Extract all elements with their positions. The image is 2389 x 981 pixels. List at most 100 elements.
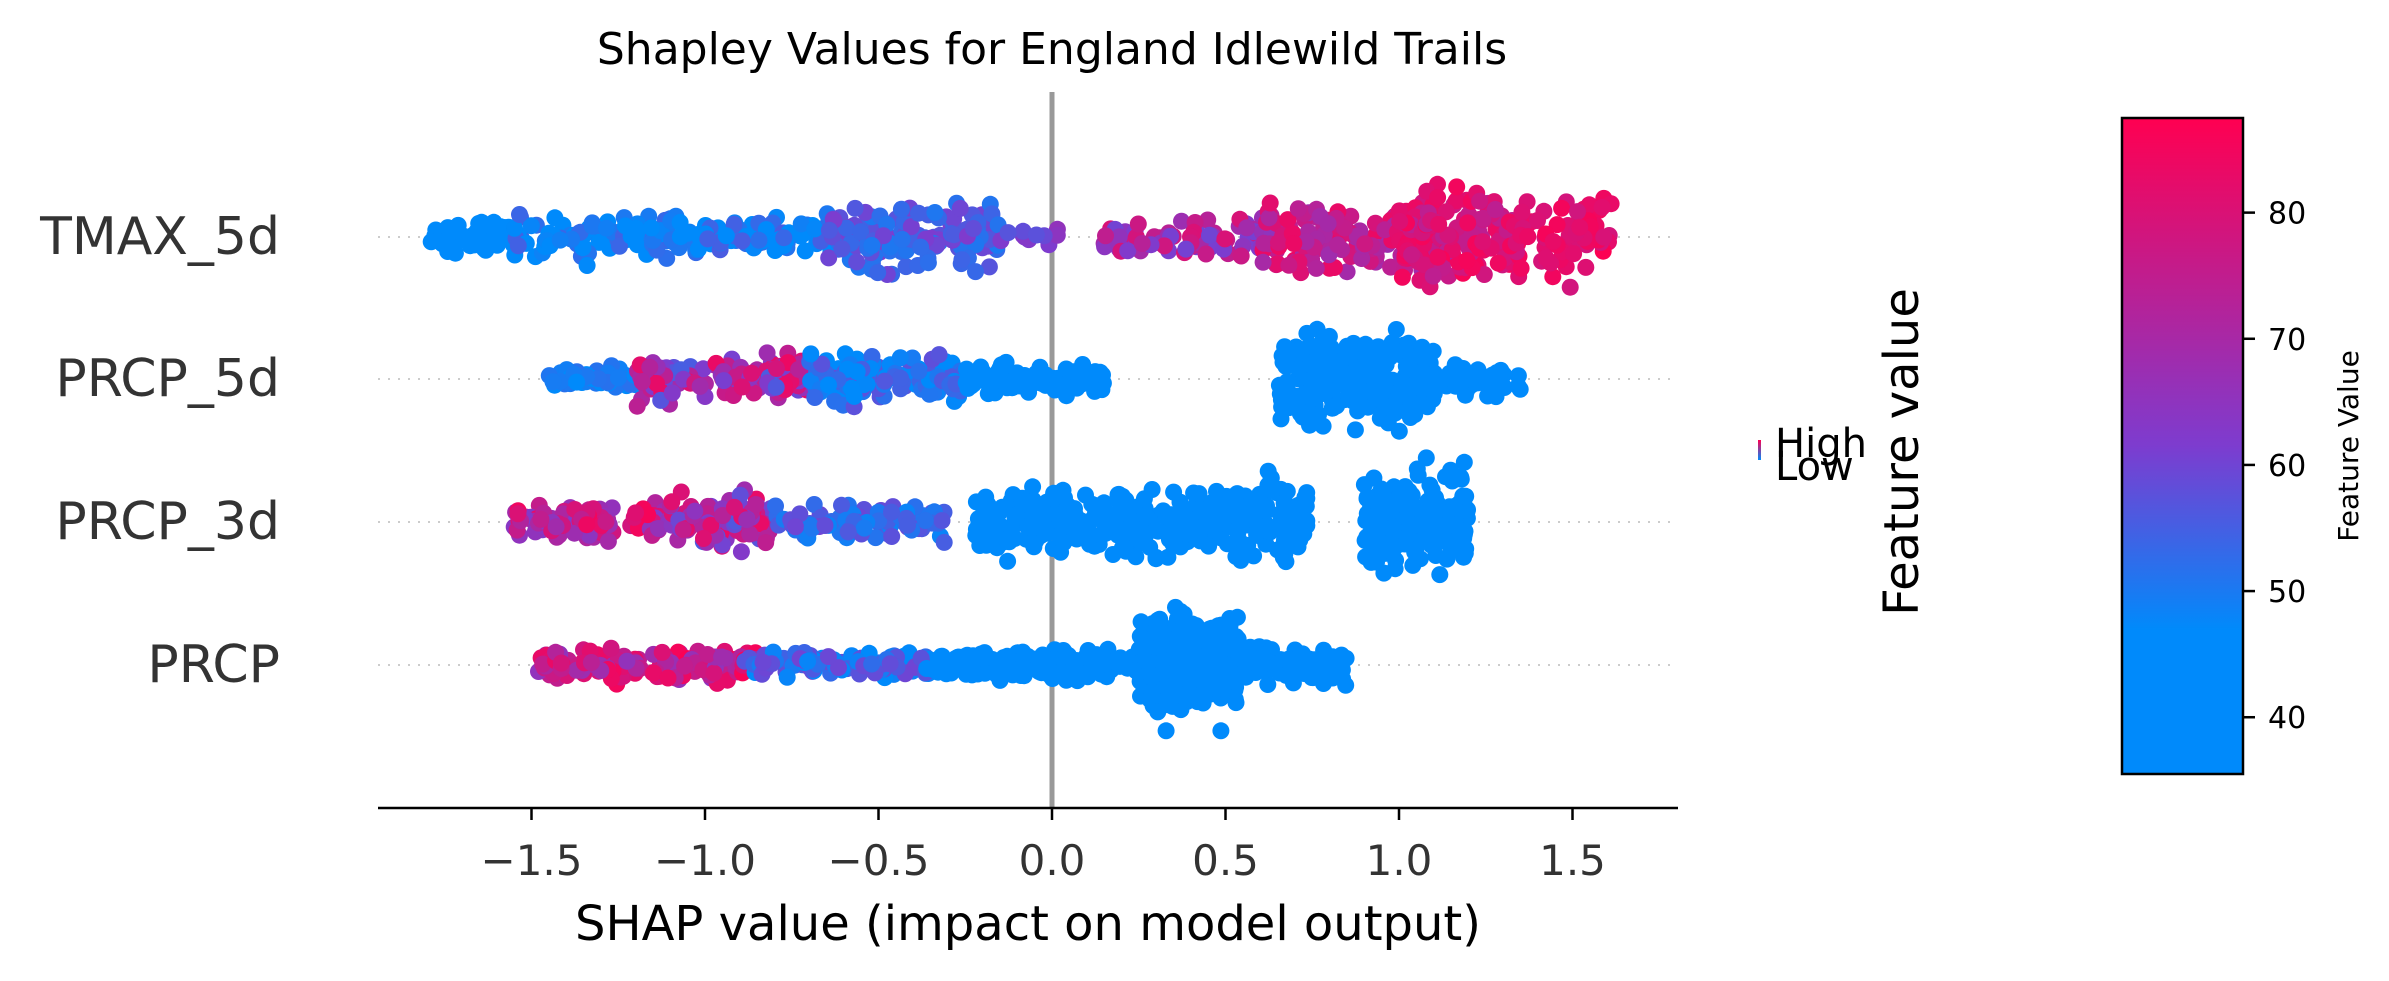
shap-point-prcp_3d [1409,466,1427,484]
shap-point-tmax_5d [833,240,851,258]
shap-point-prcp_5d [1362,382,1380,400]
shap-point-prcp_5d [910,362,928,380]
shap-point-tmax_5d [489,229,507,247]
shap-point-tmax_5d [1376,221,1394,239]
shap-point-prcp [1040,665,1058,683]
shap-point-prcp_3d [547,518,565,536]
shap-point-prcp_3d [1274,549,1292,566]
shap-point-tmax_5d [1571,218,1589,236]
shap-point-prcp_3d [747,496,765,513]
shap-point-prcp_3d [1355,476,1373,494]
shap-point-prcp_3d [1411,550,1429,568]
shap-point-prcp [699,646,717,663]
shap-point-prcp_5d [648,375,665,392]
shap-point-prcp_5d [609,369,627,387]
shap-point-prcp [924,660,942,678]
shap-point-prcp [1014,649,1032,667]
shap-point-prcp_5d [1424,342,1442,360]
shap-point-tmax_5d [967,263,984,281]
shap-point-prcp [1300,658,1318,676]
x-tick-label: −1.5 [481,836,583,885]
shap-point-prcp_5d [1376,398,1394,416]
shap-point-prcp_5d [980,373,998,391]
shap-point-prcp [705,664,723,682]
shap-point-tmax_5d [1512,259,1530,277]
shap-point-prcp_3d [627,504,645,522]
shap-point-tmax_5d [1270,234,1287,252]
shap-point-prcp_5d [1000,373,1017,391]
shap-point-tmax_5d [945,226,963,244]
colorbar-gradient [2120,116,2245,776]
shap-point-prcp [1259,676,1277,693]
shap-point-tmax_5d [1216,230,1234,248]
shap-point-prcp_3d [1442,535,1459,553]
shap-point-prcp_3d [1141,538,1159,556]
shap-point-prcp_3d [757,534,775,552]
shap-point-prcp_5d [1303,337,1321,355]
shap-point-tmax_5d [1519,228,1537,246]
shap-point-prcp_3d [1227,548,1245,565]
shap-point-tmax_5d [912,238,930,256]
shap-point-prcp [602,639,620,657]
beeswarm-points [422,175,1620,740]
shap-point-tmax_5d [1382,258,1400,276]
x-tick-label: 0.5 [1192,836,1259,885]
shap-point-prcp_3d [532,510,550,528]
shap-point-prcp_3d [1024,478,1042,496]
shap-point-tmax_5d [1437,203,1455,221]
shap-point-prcp_5d [813,355,831,373]
shap-point-prcp_5d [694,360,712,378]
shap-point-prcp_3d [1251,485,1269,503]
colorbar: 40 50 60 70 80 Feature Value [2120,116,2365,776]
shap-point-tmax_5d [1489,254,1507,272]
shap-point-tmax_5d [643,219,660,237]
colorbar-tick-label: 80 [2268,197,2306,232]
shap-point-tmax_5d [1447,192,1465,210]
shap-point-prcp_3d [883,503,900,521]
shap-point-tmax_5d [1285,235,1303,252]
shap-point-prcp_3d [1127,548,1145,566]
shap-point-prcp_3d [597,513,615,531]
shap-point-tmax_5d [1279,211,1297,229]
shap-point-prcp_5d [641,358,659,376]
shap-point-tmax_5d [846,199,864,217]
shap-point-prcp_3d [816,517,834,534]
shap-point-tmax_5d [551,231,569,249]
shap-point-prcp [713,648,731,666]
shap-point-tmax_5d [583,217,601,235]
shap-point-prcp_5d [920,385,938,403]
shap-point-prcp [932,647,950,665]
shap-point-prcp_3d [1218,535,1236,553]
shap-point-tmax_5d [1319,215,1337,233]
shap-point-prcp [1143,683,1161,701]
shap-point-tmax_5d [1173,212,1190,230]
shap-point-tmax_5d [1569,203,1586,221]
shap-point-prcp [1315,658,1333,676]
shap-point-prcp_3d [1069,517,1087,535]
shap-point-prcp [653,643,671,661]
shap-point-prcp_5d [1320,347,1338,365]
shap-point-prcp_3d [1023,534,1041,552]
shap-point-prcp_5d [1425,385,1443,402]
shap-point-prcp [1151,639,1169,656]
shap-point-tmax_5d [1548,216,1566,234]
shap-point-prcp_5d [1310,406,1327,424]
shap-point-prcp_3d [1165,483,1183,501]
shap-point-prcp_5d [1346,421,1364,439]
feature-label-prcp_3d: PRCP_3d [55,492,280,552]
shap-point-prcp_5d [891,349,909,367]
shap-point-prcp_5d [1492,361,1510,379]
shap-point-tmax_5d [422,233,440,251]
shap-point-tmax_5d [1261,194,1279,212]
colorbar-tick-label: 40 [2268,701,2306,736]
chart-title: Shapley Values for England Idlewild Trai… [597,24,1507,75]
shap-point-tmax_5d [820,221,838,239]
shap-point-prcp_5d [1298,324,1316,342]
shap-point-prcp_3d [999,552,1017,570]
shap-point-prcp_3d [933,512,951,530]
legend-high-label: High [1775,421,1867,467]
shap-point-prcp_3d [1024,500,1042,518]
shap-point-tmax_5d [1537,249,1555,267]
shap-point-prcp [1206,634,1224,652]
shap-point-tmax_5d [926,204,944,221]
